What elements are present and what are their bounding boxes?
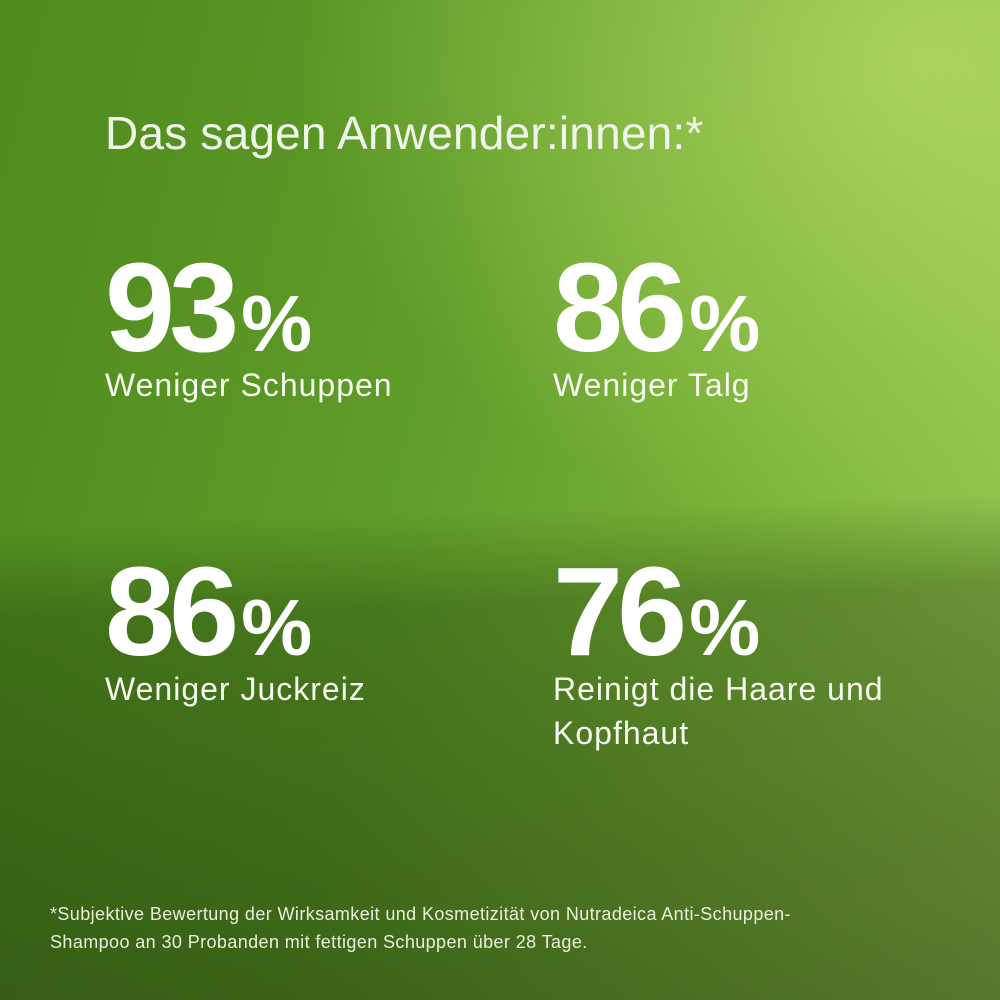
study-footnote: *Subjektive Bewertung der Wirksamkeit un… (50, 900, 930, 956)
stat-label: Weniger Schuppen (105, 367, 393, 404)
stat-card-reinigt-haare-kopfhaut: 76% Reinigt die Haare und Kopfhaut (553, 541, 953, 755)
percent-sign: % (689, 279, 761, 368)
stat-card-weniger-schuppen: 93% Weniger Schuppen (105, 237, 505, 408)
stat-label: Weniger Talg (553, 367, 751, 404)
footnote-line-1: *Subjektive Bewertung der Wirksamkeit un… (50, 904, 791, 924)
stat-value-row: 86% (553, 237, 953, 378)
stat-card-weniger-talg: 86% Weniger Talg (553, 237, 953, 408)
stat-card-weniger-juckreiz: 86% Weniger Juckreiz (105, 541, 505, 712)
stat-label: Weniger Juckreiz (105, 671, 366, 708)
footnote-line-2: Shampoo an 30 Probanden mit fettigen Sch… (50, 932, 588, 952)
page-title: Das sagen Anwender:innen:* (105, 107, 704, 159)
stat-value: 76 (553, 541, 687, 682)
percent-sign: % (241, 279, 313, 368)
stat-value: 86 (105, 541, 239, 682)
stat-value: 86 (553, 237, 687, 378)
stat-value-row: 93% (105, 237, 505, 378)
percent-sign: % (241, 583, 313, 672)
stat-value: 93 (105, 237, 239, 378)
stat-label: Reinigt die Haare und Kopfhaut (553, 671, 884, 751)
percent-sign: % (689, 583, 761, 672)
stat-value-row: 76% (553, 541, 953, 682)
stat-value-row: 86% (105, 541, 505, 682)
